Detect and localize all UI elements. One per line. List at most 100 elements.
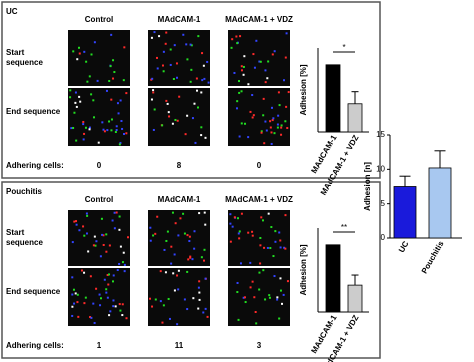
cell-dot — [182, 212, 185, 215]
cell-dot — [260, 131, 263, 134]
cell-dot — [200, 91, 203, 94]
cell-dot — [84, 126, 87, 129]
cell-dot — [193, 102, 196, 105]
cell-dot — [178, 95, 181, 98]
cell-dot — [237, 80, 240, 83]
cell-dot — [260, 130, 263, 133]
cell-dot — [123, 263, 126, 266]
cell-dot — [189, 80, 192, 83]
cell-dot — [276, 126, 279, 129]
cell-dot — [75, 105, 78, 108]
cell-dot — [277, 91, 280, 94]
cell-dot — [118, 228, 121, 231]
cell-dot — [267, 60, 270, 63]
cell-dot — [163, 248, 166, 251]
cell-dot — [78, 229, 81, 232]
cell-dot — [186, 58, 189, 61]
cell-dot — [76, 58, 79, 61]
cell-dot — [266, 246, 269, 249]
cell-dot — [107, 283, 110, 286]
cell-dot — [101, 233, 104, 236]
error-bar — [434, 150, 446, 168]
cell-dot — [87, 250, 90, 253]
cell-dot — [114, 305, 117, 308]
cell-dot — [273, 50, 276, 53]
cell-dot — [152, 91, 155, 94]
column-label: MAdCAM-1 — [158, 15, 201, 24]
cell-dot — [93, 235, 96, 238]
cell-dot — [191, 258, 194, 261]
cell-dot — [150, 36, 153, 39]
cell-dot — [121, 314, 124, 317]
cell-dot — [108, 79, 111, 82]
cell-dot — [83, 50, 86, 53]
adhering-label: Adhering cells: — [6, 341, 64, 350]
cell-dot — [251, 230, 254, 233]
cell-dot — [75, 223, 78, 226]
cell-dot — [238, 135, 241, 138]
cell-dot — [249, 286, 252, 289]
cell-dot — [185, 43, 188, 46]
cell-dot — [269, 247, 272, 250]
cell-dot — [249, 110, 252, 113]
cell-dot — [190, 68, 193, 71]
cell-dot — [78, 95, 81, 98]
cell-dot — [263, 246, 266, 249]
cell-dot — [169, 48, 172, 51]
cell-dot — [276, 296, 279, 299]
error-bar — [351, 274, 359, 286]
cell-dot — [102, 234, 105, 237]
cell-dot — [151, 77, 154, 80]
cell-dot — [176, 76, 179, 79]
cell-dot — [113, 227, 116, 230]
cell-dot — [121, 127, 124, 130]
cell-dot — [92, 302, 95, 305]
y-axis-label: Adhesion [%] — [299, 244, 308, 295]
cell-dot — [85, 232, 88, 235]
cell-dot — [198, 291, 201, 294]
cell-dot — [151, 305, 154, 308]
cell-dot — [72, 50, 75, 53]
cell-dot — [201, 79, 204, 82]
cell-dot — [269, 126, 272, 129]
cell-dot — [119, 245, 122, 248]
cell-dot — [106, 129, 109, 132]
cell-dot — [70, 127, 73, 130]
cell-dot — [118, 143, 121, 146]
micrograph-bg — [228, 268, 290, 326]
micrograph — [148, 268, 210, 326]
x-tick-label: Pouchitis — [420, 239, 446, 275]
cell-dot — [271, 53, 274, 56]
adhering-value: 0 — [257, 161, 262, 170]
cell-dot — [264, 120, 267, 123]
cell-dot — [102, 128, 105, 131]
cell-dot — [113, 211, 116, 214]
y-tick-label: 15 — [376, 130, 385, 139]
micrograph — [68, 88, 130, 146]
cell-dot — [259, 60, 262, 63]
cell-dot — [171, 122, 174, 125]
bar — [325, 64, 341, 133]
cell-dot — [108, 273, 111, 276]
cell-dot — [284, 214, 287, 217]
cell-dot — [240, 65, 243, 68]
cell-dot — [89, 316, 92, 319]
cell-dot — [73, 220, 76, 223]
cell-dot — [170, 262, 173, 265]
cell-dot — [92, 99, 95, 102]
cell-dot — [243, 296, 246, 299]
cell-dot — [99, 255, 102, 258]
micrograph — [68, 30, 130, 86]
cell-dot — [193, 247, 196, 250]
cell-dot — [271, 106, 274, 109]
cell-dot — [122, 79, 125, 82]
cell-dot — [186, 308, 189, 311]
micrograph — [68, 210, 130, 266]
cell-dot — [283, 246, 286, 249]
cell-dot — [115, 211, 118, 214]
cell-dot — [74, 292, 77, 295]
cell-dot — [172, 78, 175, 81]
micrograph-bg — [228, 30, 290, 86]
cell-dot — [117, 112, 120, 115]
cell-dot — [182, 33, 185, 36]
